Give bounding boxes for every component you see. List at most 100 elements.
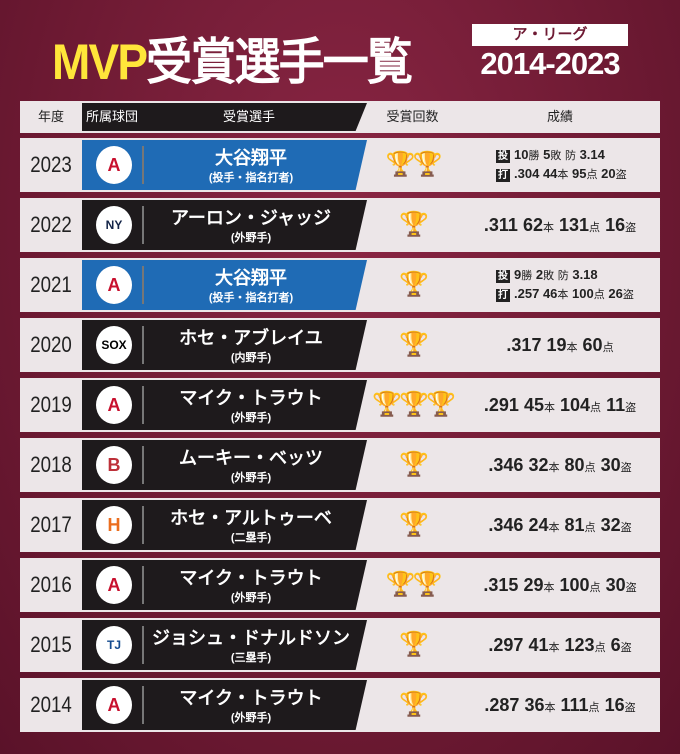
year: 2017 bbox=[30, 512, 72, 537]
header-year: 年度 bbox=[37, 109, 64, 124]
table-row: 2018 B ムーキー・ベッツ (外野手) 🏆 .346 32本 80点 30盗 bbox=[20, 438, 660, 492]
player-panel: A マイク・トラウト (外野手) bbox=[82, 380, 367, 430]
player-name: 大谷翔平 bbox=[215, 148, 287, 168]
batting-stats: .297 41本 123点 6盗 bbox=[488, 634, 632, 655]
player-position: (外野手) bbox=[230, 232, 272, 244]
player-position: (外野手) bbox=[230, 592, 272, 604]
player-panel: H ホセ・アルトゥーベ (二塁手) bbox=[82, 500, 367, 550]
header-player: 受賞選手 bbox=[222, 109, 275, 124]
year: 2014 bbox=[30, 692, 72, 717]
batting-stats: .291 45本 104点 11盗 bbox=[483, 394, 637, 415]
trophy-icon: 🏆 bbox=[399, 451, 429, 478]
blue-jays-logo: TJ bbox=[96, 626, 132, 664]
player-panel: A 大谷翔平 (投手・指名打者) bbox=[82, 260, 367, 310]
table-row: 2021 A 大谷翔平 (投手・指名打者) 🏆 投 9勝 2敗 防 3.18 打.… bbox=[20, 258, 660, 312]
stats: 投 10勝 5敗 防 3.14 打 .304 44本 95点 20盗 bbox=[460, 138, 660, 192]
header-count: 受賞回数 bbox=[386, 109, 439, 124]
table-row: 2019 A マイク・トラウト (外野手) 🏆🏆🏆 .291 45本 104点 … bbox=[20, 378, 660, 432]
player-name: マイク・トラウト bbox=[179, 688, 323, 708]
table-row: 2023 A 大谷翔平 (投手・指名打者) 🏆🏆 投 10勝 5敗 防 3.14 … bbox=[20, 138, 660, 192]
table-row: 2017 H ホセ・アルトゥーベ (二塁手) 🏆 .346 24本 81点 32… bbox=[20, 498, 660, 552]
header-stats: 成績 bbox=[546, 109, 573, 124]
white-sox-logo: SOX bbox=[96, 326, 132, 364]
trophy-icon: 🏆 bbox=[399, 511, 429, 538]
player-name: ムーキー・ベッツ bbox=[179, 448, 323, 468]
yankees-logo: NY bbox=[96, 206, 132, 244]
player-position: (三塁手) bbox=[230, 652, 272, 664]
player-panel: NY アーロン・ジャッジ (外野手) bbox=[82, 200, 367, 250]
trophy-icon: 🏆 bbox=[399, 271, 429, 298]
player-name: ホセ・アルトゥーベ bbox=[170, 508, 332, 528]
batting-stats: .311 62本 131点 16盗 bbox=[483, 214, 637, 235]
stats: .311 62本 131点 16盗 bbox=[460, 198, 660, 252]
player-name: ホセ・アブレイユ bbox=[179, 328, 323, 348]
player-position: (外野手) bbox=[230, 712, 272, 724]
player-name: マイク・トラウト bbox=[179, 388, 323, 408]
player-panel: B ムーキー・ベッツ (外野手) bbox=[82, 440, 367, 490]
header-team: 所属球団 bbox=[85, 109, 138, 124]
red-sox-logo: B bbox=[96, 446, 132, 484]
year: 2018 bbox=[30, 452, 72, 477]
year: 2020 bbox=[30, 332, 72, 357]
player-panel: A マイク・トラウト (外野手) bbox=[82, 560, 367, 610]
batting-stats: .287 36本 111点 16盗 bbox=[484, 694, 636, 715]
player-name: アーロン・ジャッジ bbox=[170, 208, 332, 228]
player-position: (投手・指名打者) bbox=[208, 292, 294, 304]
stats: .346 24本 81点 32盗 bbox=[460, 498, 660, 552]
player-position: (投手・指名打者) bbox=[208, 172, 294, 184]
stats: .346 32本 80点 30盗 bbox=[460, 438, 660, 492]
table-row: 2020 SOX ホセ・アブレイユ (内野手) 🏆 .317 19本 60点 bbox=[20, 318, 660, 372]
angels-logo: A bbox=[96, 386, 132, 424]
angels-logo: A bbox=[96, 686, 132, 724]
player-name: マイク・トラウト bbox=[179, 568, 323, 588]
table-row: 2015 TJ ジョシュ・ドナルドソン (三塁手) 🏆 .297 41本 123… bbox=[20, 618, 660, 672]
stats: .287 36本 111点 16盗 bbox=[460, 678, 660, 732]
trophy-icon: 🏆🏆 bbox=[385, 151, 443, 178]
player-panel: SOX ホセ・アブレイユ (内野手) bbox=[82, 320, 367, 370]
year: 2021 bbox=[30, 272, 72, 297]
stats: .317 19本 60点 bbox=[460, 318, 660, 372]
league-label: ア・リーグ bbox=[472, 24, 628, 46]
astros-logo: H bbox=[96, 506, 132, 544]
year: 2016 bbox=[30, 572, 72, 597]
player-position: (外野手) bbox=[230, 412, 272, 424]
stats: .297 41本 123点 6盗 bbox=[460, 618, 660, 672]
player-panel: A 大谷翔平 (投手・指名打者) bbox=[82, 140, 367, 190]
table-row: 2016 A マイク・トラウト (外野手) 🏆🏆 .315 29本 100点 3… bbox=[20, 558, 660, 612]
angels-logo: A bbox=[96, 146, 132, 184]
batting-stats: .317 19本 60点 bbox=[506, 334, 614, 355]
player-position: (内野手) bbox=[230, 352, 272, 364]
batting-stats: 打 .304 44本 95点 20盗 bbox=[496, 166, 627, 182]
table-row: 2022 NY アーロン・ジャッジ (外野手) 🏆 .311 62本 131点 … bbox=[20, 198, 660, 252]
trophy-icon: 🏆 bbox=[399, 211, 429, 238]
stats: .291 45本 104点 11盗 bbox=[460, 378, 660, 432]
year: 2015 bbox=[30, 632, 72, 657]
table-row: 2014 A マイク・トラウト (外野手) 🏆 .287 36本 111点 16… bbox=[20, 678, 660, 732]
year: 2019 bbox=[30, 392, 72, 417]
trophy-icon: 🏆 bbox=[399, 691, 429, 718]
page-title: MVP受賞選手一覧 bbox=[52, 34, 413, 90]
player-name: 大谷翔平 bbox=[215, 268, 287, 288]
trophy-icon: 🏆 bbox=[399, 331, 429, 358]
player-panel: TJ ジョシュ・ドナルドソン (三塁手) bbox=[82, 620, 367, 670]
year: 2022 bbox=[30, 212, 72, 237]
angels-logo: A bbox=[96, 266, 132, 304]
angels-logo: A bbox=[96, 566, 132, 604]
player-panel: A マイク・トラウト (外野手) bbox=[82, 680, 367, 730]
year-range: 2014-2023 bbox=[480, 46, 620, 81]
trophy-icon: 🏆 bbox=[399, 631, 429, 658]
batting-stats: .346 32本 80点 30盗 bbox=[488, 454, 632, 475]
batting-stats: 打 .257 46本 100点 26盗 bbox=[496, 286, 634, 302]
pitching-stats: 投 10勝 5敗 防 3.14 bbox=[496, 147, 605, 163]
trophy-icon: 🏆🏆 bbox=[385, 571, 443, 598]
table-header: 年度 所属球団 受賞選手 受賞回数 成績 bbox=[20, 101, 660, 133]
batting-stats: .346 24本 81点 32盗 bbox=[488, 514, 632, 535]
stats: 投 9勝 2敗 防 3.18 打 .257 46本 100点 26盗 bbox=[460, 258, 660, 312]
player-position: (二塁手) bbox=[230, 532, 272, 544]
pitching-stats: 投 9勝 2敗 防 3.18 bbox=[496, 267, 598, 283]
stats: .315 29本 100点 30盗 bbox=[460, 558, 660, 612]
trophy-icon: 🏆🏆🏆 bbox=[372, 391, 455, 418]
player-name: ジョシュ・ドナルドソン bbox=[152, 628, 350, 648]
year: 2023 bbox=[30, 152, 72, 177]
player-position: (外野手) bbox=[230, 472, 272, 484]
